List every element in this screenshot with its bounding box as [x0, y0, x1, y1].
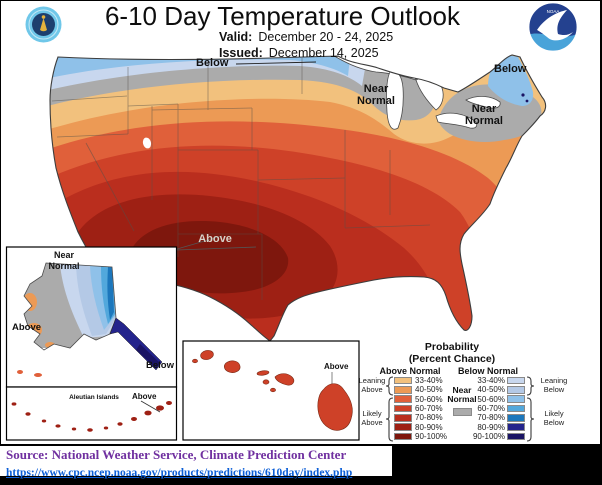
legend-above-column: 33-40% 40-50% 50-60% 60-70% 70-80% 80-90… — [394, 376, 455, 441]
legend-row: 50-60% — [394, 395, 455, 404]
outlook-map-graphic: NOAA — [5, 2, 578, 442]
legend-row: 70-80% — [394, 413, 455, 422]
commerce-seal — [25, 6, 62, 43]
issued-value: December 14, 2025 — [268, 46, 379, 60]
below-swatch-70-80 — [507, 414, 525, 422]
legend-near-normal-label: Near Normal — [447, 384, 477, 404]
valid-value: December 20 - 24, 2025 — [258, 30, 394, 44]
legend-row: 40-50% — [461, 385, 525, 394]
noaa-logo: NOAA — [528, 2, 578, 52]
aleutian-label-above: Above — [132, 392, 157, 401]
legend-row: 50-60% — [461, 395, 525, 404]
commerce-eagle-emblem — [40, 18, 47, 32]
great-salt-lake — [142, 137, 152, 149]
legend-likely-above-label: Likely Above — [361, 409, 383, 427]
page-title: 6-10 Day Temperature Outlook — [104, 1, 461, 31]
legend-row: 90-100% — [461, 432, 525, 441]
legend-row: 33-40% — [461, 376, 525, 385]
above-swatch-70-80 — [394, 414, 412, 422]
above-swatch-33-40 — [394, 376, 412, 385]
legend-row: 33-40% — [394, 376, 455, 385]
legend-subtitle: (Percent Chance) — [408, 353, 496, 365]
legend-row: 60-70% — [394, 404, 455, 413]
legend-likely-below-label: Likely Below — [543, 409, 565, 427]
below-swatch-40-50 — [507, 386, 525, 394]
legend-below-column: 33-40% 40-50% 50-60% 60-70% 70-80% 80-90… — [461, 376, 525, 441]
below-swatch-80-90 — [507, 423, 525, 431]
legend-row: 80-90% — [461, 422, 525, 432]
below-swatch-60-70 — [507, 404, 525, 413]
legend-title: Probability — [424, 341, 480, 353]
legend-row: 60-70% — [461, 404, 525, 413]
legend-row: 40-50% — [394, 385, 455, 394]
legend-row: 90-100% — [394, 432, 455, 441]
legend-below-normal-header: Below Normal — [457, 366, 518, 376]
below-label-leader-line — [235, 61, 317, 65]
legend-near-normal: Near Normal — [440, 376, 484, 425]
legend-braces — [385, 376, 535, 442]
below-swatch-50-60 — [507, 395, 525, 403]
conus-label-below-northwest: Below — [196, 57, 229, 69]
source-url-link[interactable]: https://www.cpc.ncep.noaa.gov/products/p… — [6, 467, 353, 479]
above-swatch-60-70 — [394, 404, 412, 413]
hawaii-label-above: Above — [324, 362, 349, 371]
conus-label-near-normal-midwest: Near Normal — [357, 83, 395, 107]
above-swatch-90-100 — [394, 432, 412, 441]
legend-row: 70-80% — [461, 413, 525, 422]
below-swatch-33-40 — [507, 376, 525, 385]
noaa-gull-shape — [537, 10, 573, 41]
above-swatch-50-60 — [394, 395, 412, 403]
conus-label-near-normal-northeast: Near Normal — [465, 103, 503, 127]
near-normal-swatch — [452, 407, 472, 416]
issued-label: Issued: — [219, 46, 263, 60]
above-swatch-40-50 — [394, 386, 412, 394]
conus-label-below-maine: Below — [494, 63, 527, 75]
alaska-label-below: Below — [146, 360, 174, 371]
alaska-label-near-normal: Near Normal — [48, 250, 80, 271]
maine-likely-below-fleck — [525, 99, 529, 103]
legend-above-normal-header: Above Normal — [379, 366, 441, 376]
legend-leaning-above-label: Leaning Above — [358, 376, 386, 394]
state-borders — [51, 58, 431, 300]
issued-line: Issued: December 14, 2025 — [219, 45, 393, 61]
patch-below-maine — [488, 55, 534, 106]
above-swatch-80-90 — [394, 423, 412, 431]
alaska-inset-connector-lines — [176, 235, 257, 251]
maine-likely-below-fleck — [521, 93, 525, 97]
source-text: Source: National Weather Service, Climat… — [6, 447, 347, 462]
legend-row: 80-90% — [394, 422, 455, 432]
noaa-logo-text: NOAA — [547, 9, 560, 14]
aleutian-above-leader-line — [140, 400, 161, 413]
valid-line: Valid: December 20 - 24, 2025 — [219, 29, 393, 45]
band-below-40-50 — [50, 55, 352, 80]
below-swatch-90-100 — [507, 432, 525, 441]
hawaii-map — [192, 350, 353, 431]
aleutian-islands-title: Aleutian Islands — [69, 394, 119, 401]
band-below-33-40 — [50, 55, 370, 92]
valid-issued-block: Valid: December 20 - 24, 2025 Issued: Dece… — [219, 29, 393, 61]
aleutian-islands-map — [11, 400, 172, 432]
legend-leaning-below-label: Leaning Below — [540, 376, 568, 394]
valid-label: Valid: — [219, 30, 253, 44]
alaska-label-above: Above — [12, 322, 42, 333]
conus-label-above-center: Above — [198, 233, 232, 245]
source-attribution-box: Source: National Weather Service, Climat… — [0, 446, 392, 479]
